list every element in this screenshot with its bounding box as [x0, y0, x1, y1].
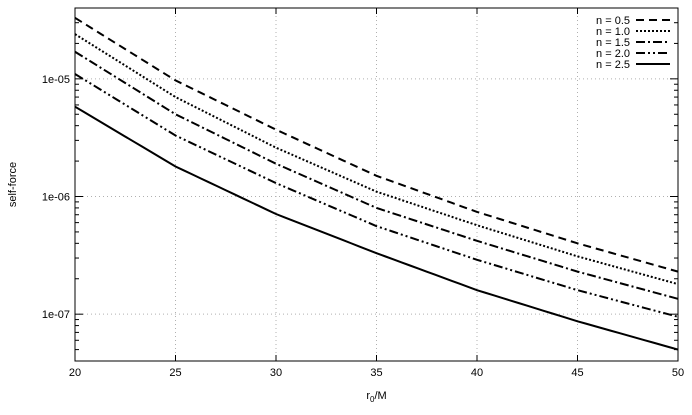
x-axis-title: r0/M	[366, 390, 386, 404]
legend: n = 0.5n = 1.0n = 1.5n = 2.0n = 2.5	[596, 15, 670, 71]
x-tick-label: 30	[270, 367, 282, 379]
ticks: 20 25 30 35 40 45 50 1e-07 1e-06 1e-05	[42, 7, 684, 379]
x-axis-title-subscript: 0	[370, 395, 375, 404]
x-tick-label: 25	[169, 367, 181, 379]
series-group	[74, 16, 679, 351]
grid	[75, 8, 678, 361]
legend-label: n = 2.0	[596, 48, 630, 60]
series-line	[74, 16, 679, 273]
legend-label: n = 1.0	[596, 26, 630, 38]
y-axis-title: self-force	[7, 162, 19, 207]
x-tick-label: 35	[370, 367, 382, 379]
y-tick-label: 1e-05	[42, 74, 70, 86]
x-tick-label: 20	[69, 367, 81, 379]
legend-label: n = 1.5	[596, 37, 630, 49]
x-tick-label: 45	[571, 367, 583, 379]
y-tick-label: 1e-07	[42, 309, 70, 321]
x-tick-label: 50	[672, 367, 684, 379]
x-axis-title-main: r	[366, 390, 370, 402]
series-line	[74, 50, 679, 300]
series-line	[74, 33, 679, 286]
series-line	[74, 73, 679, 318]
x-axis-title-rest: /M	[374, 390, 386, 402]
legend-label: n = 0.5	[596, 15, 630, 27]
legend-label: n = 2.5	[596, 59, 630, 71]
x-tick-label: 40	[471, 367, 483, 379]
series-line	[74, 105, 679, 351]
y-tick-label: 1e-06	[42, 192, 70, 204]
